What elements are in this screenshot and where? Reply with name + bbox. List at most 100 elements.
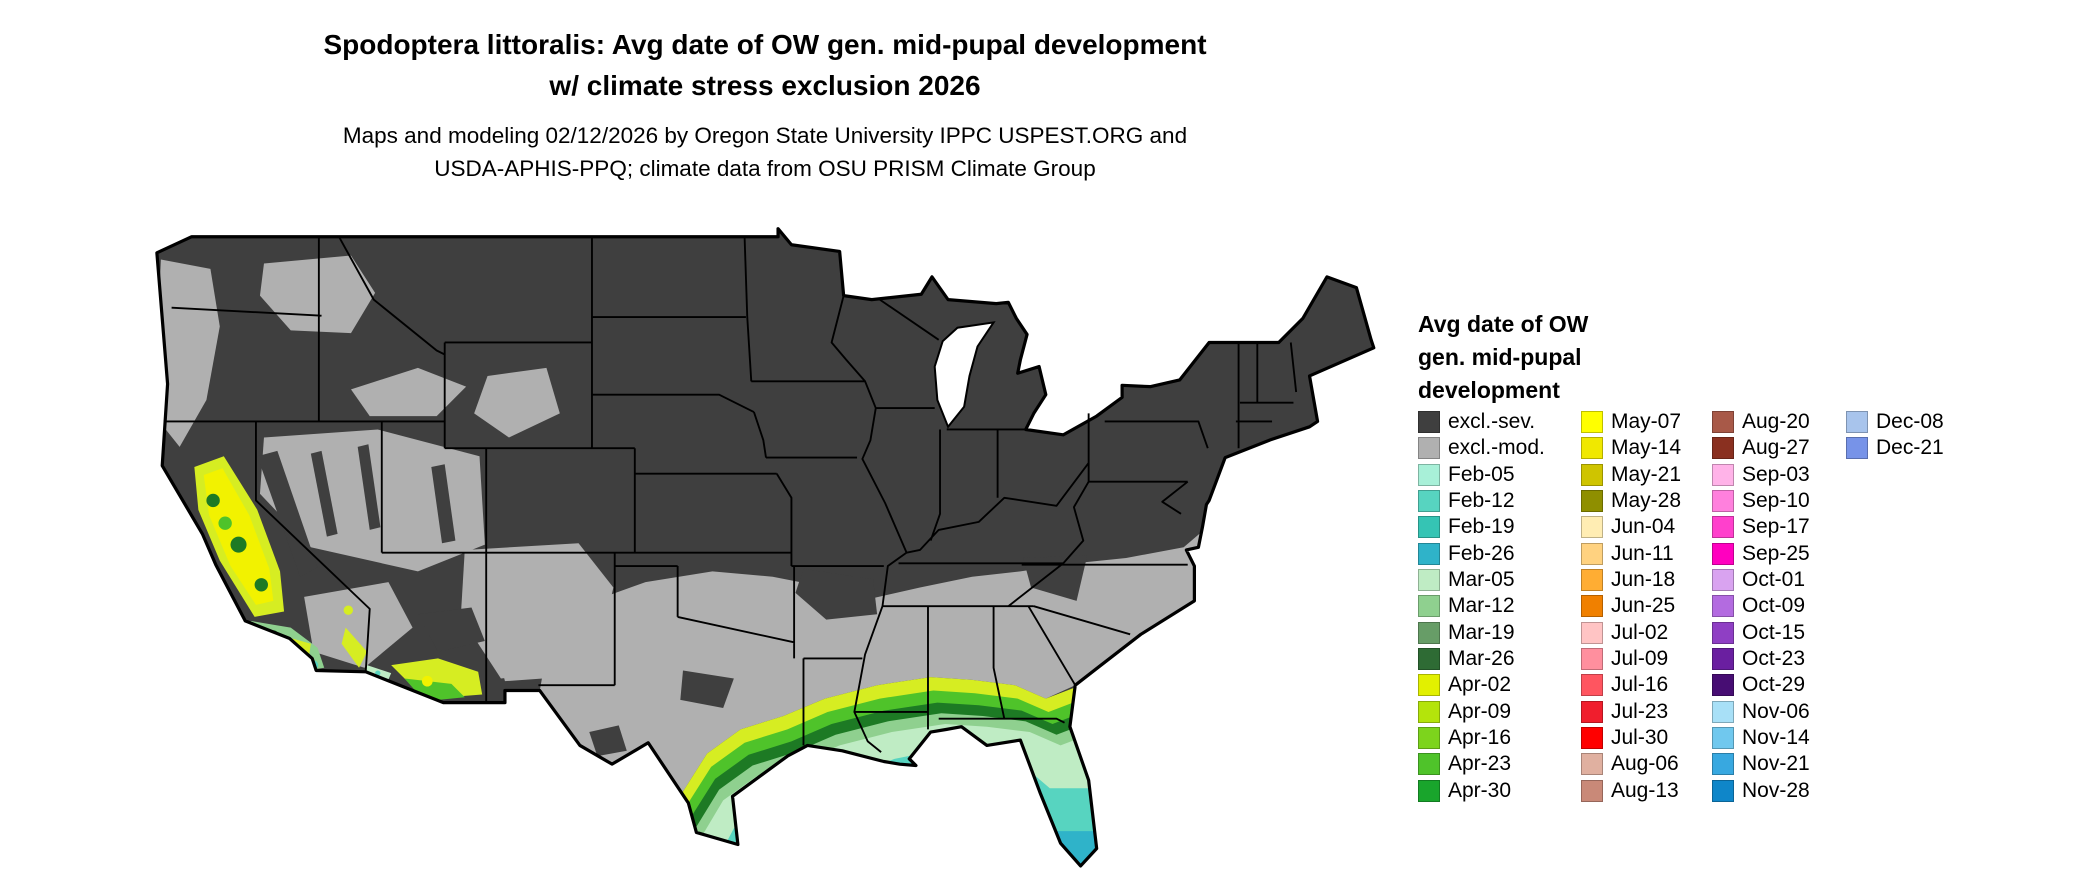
legend-entry: May-07 (1581, 409, 1681, 435)
legend-label: Feb-05 (1448, 462, 1515, 486)
legend-entry: Apr-09 (1418, 699, 1545, 725)
legend-entry: Oct-09 (1712, 593, 1810, 619)
legend-entry: Sep-10 (1712, 488, 1810, 514)
legend-column-1: excl.-sev. excl.-mod. Feb-05 Feb-12 (1418, 409, 1545, 804)
header: Spodoptera littoralis: Avg date of OW ge… (0, 24, 1530, 185)
legend-label: Sep-10 (1742, 489, 1810, 513)
legend-entry: Jul-02 (1581, 620, 1681, 646)
legend-entry: Sep-25 (1712, 541, 1810, 567)
legend-swatch (1418, 463, 1440, 486)
legend-label: excl.-mod. (1448, 436, 1545, 460)
legend-label: Jul-09 (1611, 647, 1669, 671)
legend-label: Dec-08 (1876, 410, 1944, 434)
legend-label: Oct-01 (1742, 568, 1806, 592)
legend-swatch (1418, 595, 1440, 618)
legend-entry: Nov-21 (1712, 751, 1810, 777)
legend-label: Jul-23 (1611, 699, 1669, 723)
legend-entry: Oct-29 (1712, 672, 1810, 698)
legend-swatch (1581, 569, 1603, 592)
legend-entry: Feb-05 (1418, 462, 1545, 488)
legend-swatch (1418, 437, 1440, 460)
legend-entry: Dec-21 (1846, 435, 1944, 461)
legend-entry: Aug-20 (1712, 409, 1810, 435)
legend-entry: Jun-25 (1581, 593, 1681, 619)
legend-column-3: Aug-20 Aug-27 Sep-03 Sep-10 (1712, 409, 1810, 804)
legend-swatch (1418, 674, 1440, 697)
legend-swatch (1712, 516, 1734, 539)
legend-label: Jul-30 (1611, 726, 1669, 750)
legend-entry: May-28 (1581, 488, 1681, 514)
legend-title-line2: gen. mid-pupal (1418, 344, 1582, 370)
legend-label: Oct-09 (1742, 594, 1806, 618)
legend-swatch (1712, 621, 1734, 644)
legend-swatch (1712, 727, 1734, 750)
legend-label: Feb-26 (1448, 541, 1515, 565)
legend-label: Sep-25 (1742, 541, 1810, 565)
legend-entry: Feb-12 (1418, 488, 1545, 514)
legend-label: May-14 (1611, 436, 1682, 460)
legend-label: Aug-06 (1611, 752, 1679, 776)
legend-swatch (1418, 542, 1440, 565)
legend-swatch (1581, 437, 1603, 460)
legend-title-line1: Avg date of OW (1418, 311, 1589, 337)
legend-swatch (1581, 595, 1603, 618)
legend-swatch (1712, 542, 1734, 565)
legend-label: Aug-20 (1742, 410, 1810, 434)
legend-entry: Nov-28 (1712, 778, 1810, 804)
legend-swatch (1581, 411, 1603, 434)
legend-label: Apr-30 (1448, 778, 1512, 802)
legend-label: Nov-06 (1742, 699, 1810, 723)
legend-swatch (1581, 490, 1603, 513)
legend-swatch (1712, 490, 1734, 513)
legend-label: Aug-13 (1611, 778, 1679, 802)
legend-entry: Feb-19 (1418, 514, 1545, 540)
legend-label: Mar-19 (1448, 620, 1515, 644)
legend-swatch (1581, 648, 1603, 671)
legend-swatch (1418, 621, 1440, 644)
legend-swatch (1846, 411, 1868, 434)
legend-entry: Jul-09 (1581, 646, 1681, 672)
legend-label: May-28 (1611, 489, 1682, 513)
legend-entry: Dec-08 (1846, 409, 1944, 435)
legend-entry: excl.-mod. (1418, 435, 1545, 461)
legend-title-line3: development (1418, 377, 1560, 403)
legend-swatch (1712, 595, 1734, 618)
map-subtitle-line2: USDA-APHIS-PPQ; climate data from OSU PR… (434, 156, 1096, 181)
legend-swatch (1418, 727, 1440, 750)
map-title-line1: Spodoptera littoralis: Avg date of OW ge… (323, 29, 1207, 60)
legend-swatch (1581, 700, 1603, 723)
map-subtitle-line1: Maps and modeling 02/12/2026 by Oregon S… (342, 123, 1188, 148)
legend-swatch (1581, 463, 1603, 486)
legend-title: Avg date of OW gen. mid-pupal developmen… (1418, 308, 1588, 407)
legend-label: Nov-28 (1742, 778, 1810, 802)
legend-entry: Jul-30 (1581, 725, 1681, 751)
legend-swatch (1581, 753, 1603, 776)
legend-entry: Aug-13 (1581, 778, 1681, 804)
legend-swatch (1712, 411, 1734, 434)
legend-entry: Mar-26 (1418, 646, 1545, 672)
legend-label: Mar-26 (1448, 647, 1515, 671)
lake-michigan (933, 321, 996, 429)
legend-label: Jun-25 (1611, 594, 1676, 618)
legend-label: Nov-14 (1742, 726, 1810, 750)
legend-swatch (1581, 727, 1603, 750)
legend-label: Aug-27 (1742, 436, 1810, 460)
legend-entry: May-21 (1581, 462, 1681, 488)
legend-label: Feb-19 (1448, 515, 1515, 539)
legend-swatch (1581, 621, 1603, 644)
legend-entry: Apr-23 (1418, 751, 1545, 777)
legend-entry: Mar-05 (1418, 567, 1545, 593)
legend-swatch (1712, 463, 1734, 486)
legend-column-4: Dec-08 Dec-21 (1846, 409, 1944, 462)
legend-entry: Sep-17 (1712, 514, 1810, 540)
legend-entry: Mar-19 (1418, 620, 1545, 646)
map-title: Spodoptera littoralis: Avg date of OW ge… (0, 24, 1530, 106)
legend-entry: Apr-30 (1418, 778, 1545, 804)
legend-label: Apr-23 (1448, 752, 1512, 776)
legend-entry: Oct-01 (1712, 567, 1810, 593)
legend-swatch (1581, 779, 1603, 802)
map-subtitle: Maps and modeling 02/12/2026 by Oregon S… (0, 119, 1530, 185)
legend-label: Feb-12 (1448, 489, 1515, 513)
legend-entry: excl.-sev. (1418, 409, 1545, 435)
